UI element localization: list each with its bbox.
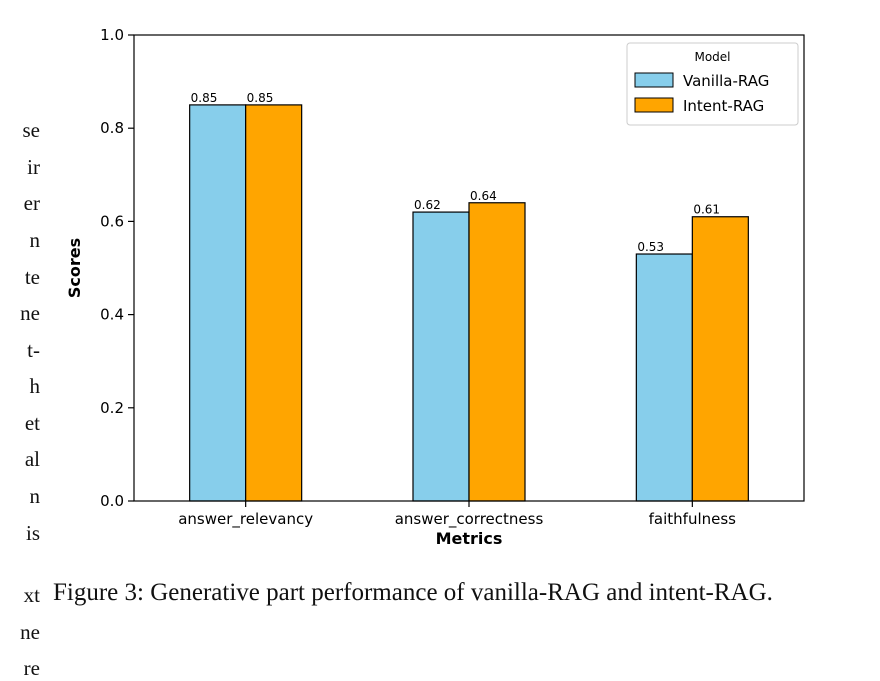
figure-caption: Figure 3: Generative part performance of…	[53, 579, 773, 606]
legend-entry: Intent-RAG	[683, 97, 764, 115]
y-tick-label: 0.6	[100, 212, 124, 230]
adjacent-text-fragment: h	[29, 374, 41, 398]
adjacent-text-fragment: re	[23, 656, 40, 680]
y-tick-label: 0.4	[100, 306, 124, 324]
y-tick-label: 1.0	[100, 26, 124, 44]
adjacent-text-fragment: n	[29, 484, 41, 508]
bar-value-label: 0.85	[247, 91, 274, 105]
x-axis-label: Metrics	[436, 529, 503, 548]
adjacent-text-fragment: se	[22, 118, 41, 142]
x-axis: answer_relevancy answer_correctness faithf…	[178, 501, 736, 529]
adjacent-text-fragment: is	[25, 521, 40, 545]
y-tick-label: 0.8	[100, 119, 124, 137]
adjacent-text-fragment: xt	[23, 583, 40, 607]
legend: Model Vanilla-RAG Intent-RAG	[626, 42, 799, 126]
bar-chart: 0.85 0.85 0.62 0.64 0.53 0.61 0.0 0.2 0.4 0.6 0.8…	[65, 26, 805, 548]
adjacent-text-fragment: et	[24, 411, 40, 435]
bar-value-label: 0.53	[637, 240, 664, 254]
y-tick-label: 0.2	[100, 399, 124, 417]
bar	[412, 211, 470, 502]
legend-swatch	[634, 72, 674, 88]
bar	[189, 104, 247, 502]
bar-labels-group: 0.85 0.85 0.62 0.64 0.53 0.61	[191, 91, 720, 254]
adjacent-text-fragment: ne	[20, 301, 40, 325]
y-axis-label: Scores	[65, 238, 84, 298]
bar-value-label: 0.62	[414, 198, 441, 212]
legend-entry: Vanilla-RAG	[683, 72, 769, 90]
x-tick-label: faithfulness	[649, 510, 737, 528]
x-tick-label: answer_relevancy	[178, 510, 313, 529]
adjacent-text-fragment: er	[23, 191, 40, 215]
adjacent-text-fragment: al	[24, 447, 40, 471]
bar	[691, 216, 749, 502]
legend-swatch	[634, 97, 674, 113]
bar-value-label: 0.61	[693, 203, 720, 217]
x-tick-label: answer_correctness	[395, 510, 544, 529]
y-axis: 0.0 0.2 0.4 0.6 0.8 1.0	[100, 26, 134, 510]
legend-title: Model	[694, 50, 730, 64]
adjacent-text-fragment: t-	[27, 338, 40, 362]
adjacent-text-fragment: ne	[20, 620, 40, 644]
plot-frame	[133, 34, 805, 502]
adjacent-text-fragment: ir	[27, 155, 40, 179]
adjacent-column-text: se ir er n te ne t-h et al n is xt ne re	[0, 0, 41, 680]
y-tick-label: 0.0	[100, 492, 124, 510]
bar	[245, 104, 303, 502]
adjacent-text-fragment: n	[29, 228, 41, 252]
bar	[468, 202, 526, 502]
bars-group	[189, 104, 749, 502]
bar-value-label: 0.85	[191, 91, 218, 105]
bar	[635, 253, 693, 502]
bar-value-label: 0.64	[470, 189, 497, 203]
adjacent-text-fragment: te	[24, 265, 40, 289]
